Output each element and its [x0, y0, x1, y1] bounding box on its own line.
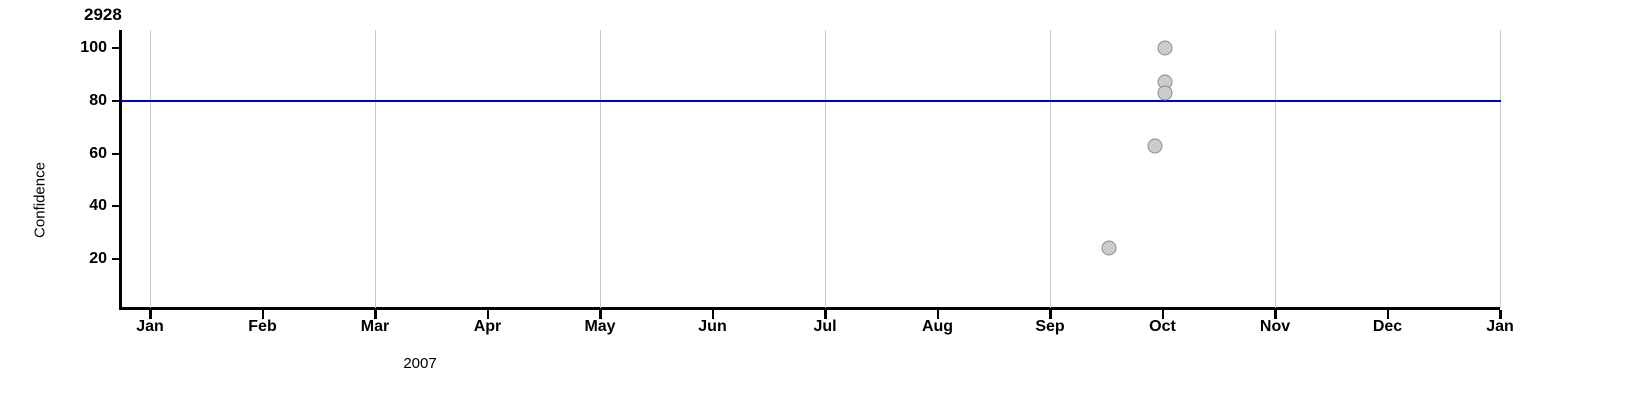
- threshold-reference-line: [121, 99, 1501, 102]
- data-point[interactable]: [1147, 138, 1163, 154]
- x-tick-label: Nov: [1259, 318, 1291, 335]
- y-tick-mark: [112, 152, 119, 155]
- x-tick-mark: [1386, 310, 1389, 319]
- x-tick-label: Aug: [921, 318, 954, 335]
- x-tick-mark: [374, 310, 377, 319]
- x-tick-label: Feb: [248, 318, 277, 335]
- x-tick-label: Jul: [813, 318, 837, 335]
- x-tick-label: Jan: [1486, 318, 1514, 335]
- x-axis-label-text: 2007: [403, 355, 437, 372]
- gridline-vertical: [375, 30, 376, 308]
- y-tick-label: 60: [89, 144, 107, 162]
- x-tick-label: Apr: [473, 318, 502, 335]
- y-tick-label: 40: [89, 197, 107, 215]
- gridline-vertical: [1275, 30, 1276, 308]
- gridline-vertical: [150, 30, 151, 308]
- x-axis-label: 2007: [0, 355, 1650, 372]
- x-tick-mark: [1161, 310, 1164, 319]
- x-tick-mark: [1049, 310, 1052, 319]
- y-tick-mark: [112, 47, 119, 49]
- y-tick-mark: [112, 258, 119, 260]
- gridline-vertical: [600, 30, 601, 308]
- gridline-vertical: [825, 30, 826, 308]
- x-tick-label: Jun: [698, 318, 727, 335]
- y-tick-mark: [112, 99, 119, 102]
- x-tick-mark: [1274, 310, 1277, 319]
- x-tick-label: Jan: [136, 318, 164, 335]
- x-tick-mark: [1499, 310, 1502, 319]
- x-tick-mark: [486, 310, 489, 319]
- x-tick-label: Oct: [1149, 318, 1176, 335]
- chart-title: 2928: [84, 5, 122, 24]
- x-tick-label: Dec: [1372, 318, 1403, 335]
- y-tick-label: 20: [89, 250, 107, 267]
- x-tick-label: Mar: [360, 318, 390, 335]
- y-tick-label: 100: [80, 39, 107, 56]
- data-point[interactable]: [1157, 40, 1173, 56]
- x-tick-mark: [261, 310, 264, 319]
- data-point[interactable]: [1157, 85, 1173, 101]
- x-tick-mark: [824, 310, 827, 319]
- x-tick-label: May: [584, 318, 616, 335]
- x-tick-mark: [149, 310, 152, 319]
- x-tick-mark: [599, 310, 602, 319]
- x-tick-label: Sep: [1035, 318, 1065, 335]
- data-point[interactable]: [1101, 240, 1116, 256]
- y-tick-mark: [112, 205, 119, 208]
- y-tick-label: 80: [89, 91, 107, 109]
- gridline-vertical: [1050, 30, 1051, 308]
- y-axis-label: Confidence: [31, 162, 49, 238]
- x-tick-mark: [711, 310, 714, 319]
- x-axis-line: [119, 307, 1500, 310]
- y-axis-line: [119, 30, 122, 308]
- gridline-vertical: [1500, 30, 1501, 308]
- x-tick-mark: [936, 310, 939, 319]
